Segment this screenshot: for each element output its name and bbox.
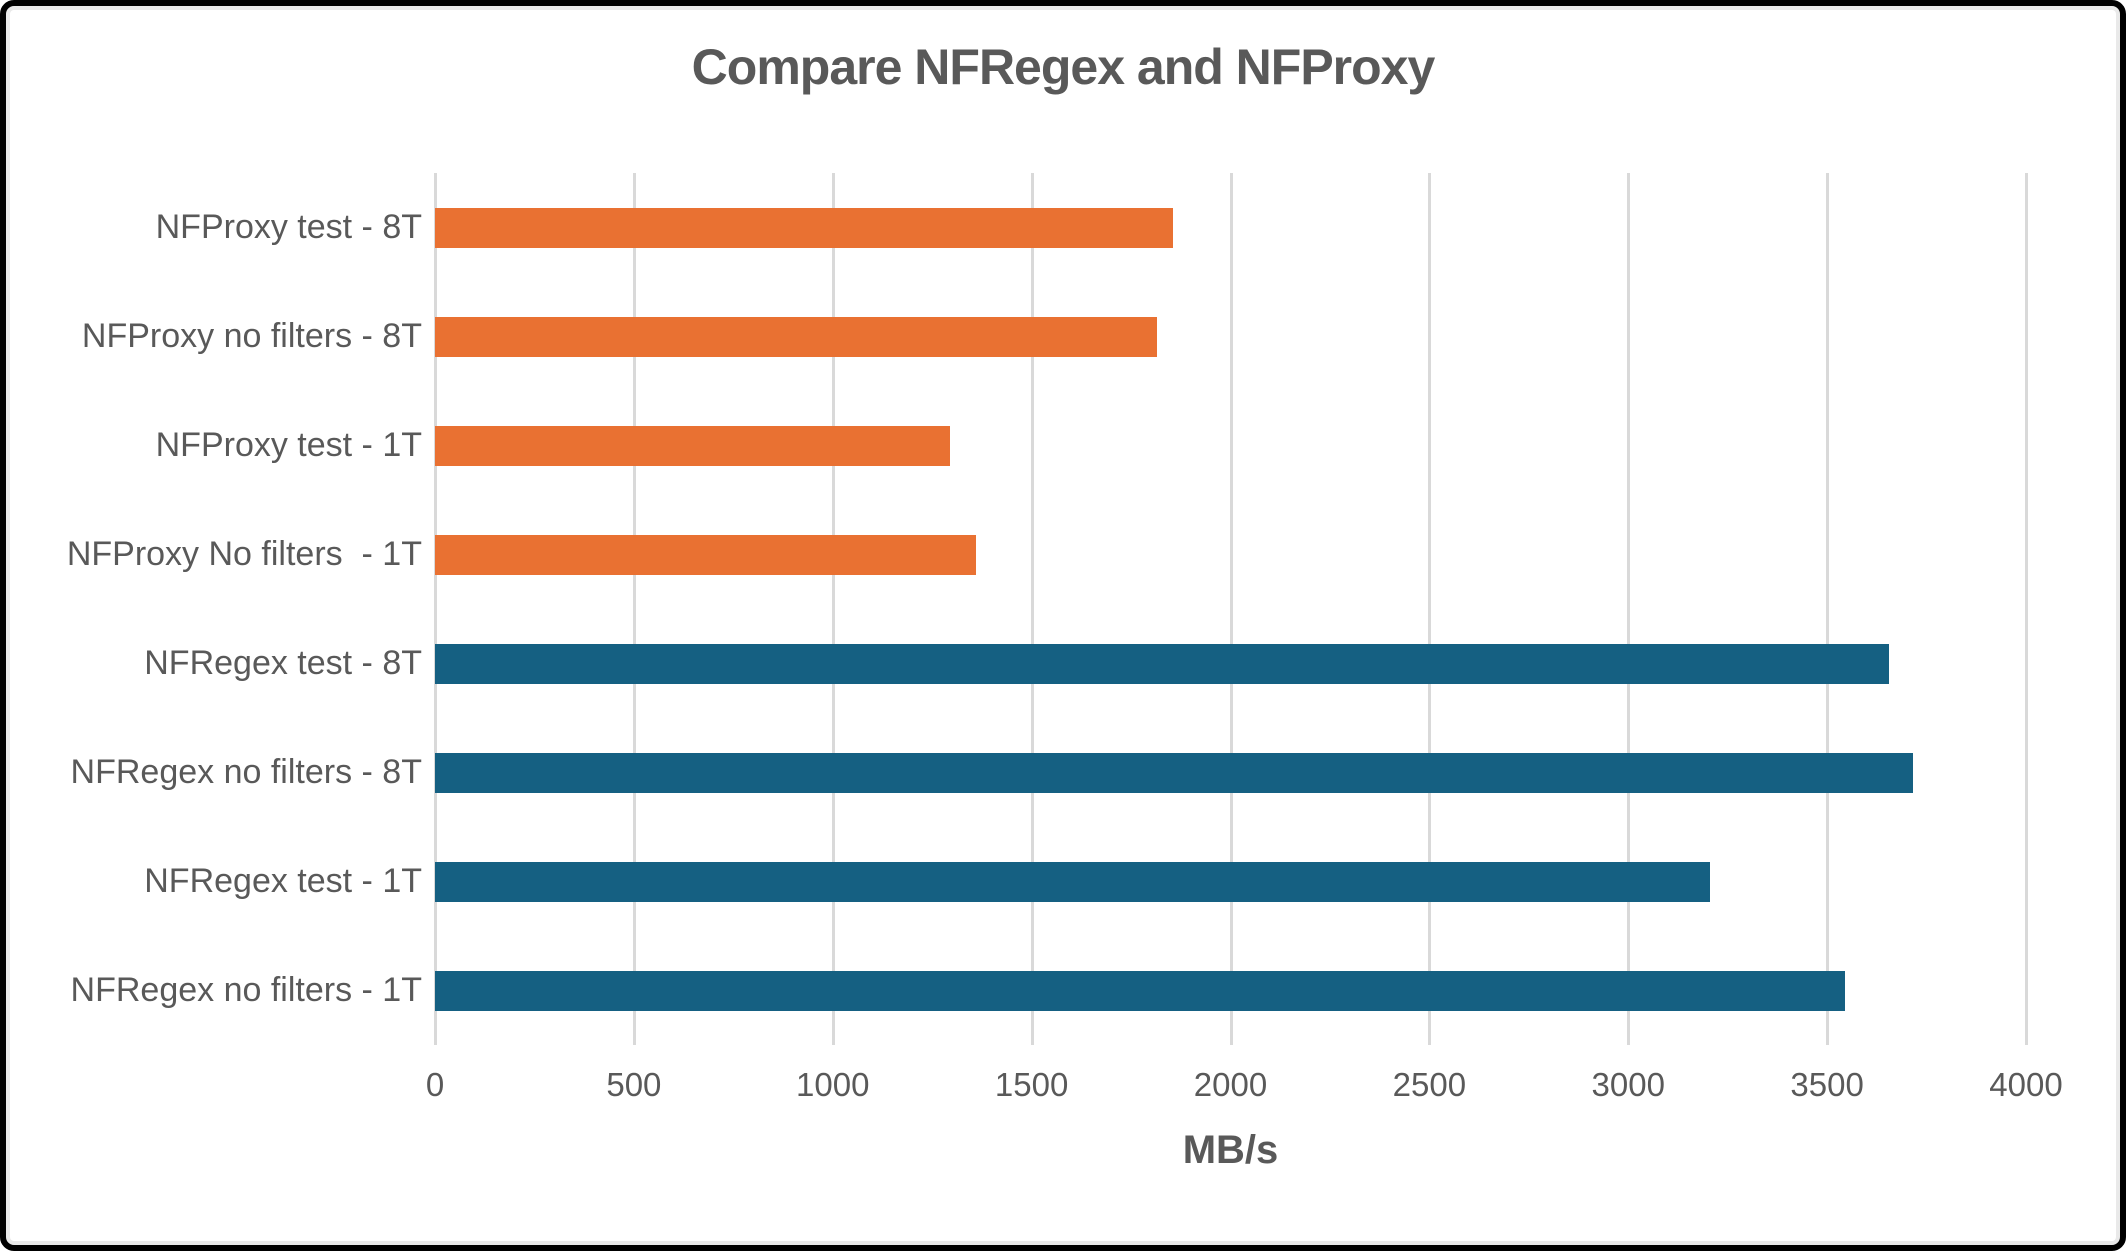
x-axis-title: MB/s: [1182, 1128, 1279, 1172]
bar-row: [435, 609, 2026, 718]
chart-title: Compare NFRegex and NFProxy: [691, 39, 1436, 95]
category-axis: NFProxy test - 8T NFProxy no filters - 8T…: [10, 173, 422, 1045]
x-tick-label-4000: 4000: [1989, 1066, 2063, 1103]
gridline-4000: [2025, 173, 2028, 1045]
plot-area: [434, 173, 2028, 1045]
bar-nfregex-no-filters-1t[interactable]: [435, 970, 1846, 1011]
x-tick-label-1500: 1500: [994, 1066, 1069, 1103]
value-axis: 0 500 1000 1500 2000 2500 3000 3500 4000: [426, 1066, 2063, 1112]
bar-row: [435, 282, 2026, 391]
gridline-1500: [1030, 173, 1034, 1045]
x-tick-label-500: 500: [606, 1066, 662, 1103]
gridline-3000: [1627, 173, 1631, 1045]
gridline-2000: [1229, 173, 1233, 1045]
bar-row: [435, 718, 2026, 827]
category-label: NFProxy test - 8T: [155, 208, 422, 246]
bar-row: [435, 827, 2026, 936]
gridline-1000: [831, 173, 835, 1045]
bar-row: [435, 936, 2026, 1045]
bar-nfproxy-no-filters-8t[interactable]: [435, 316, 1157, 357]
gridline-500: [632, 173, 636, 1045]
category-label: NFRegex test - 8T: [144, 644, 422, 682]
x-tick-label-3500: 3500: [1790, 1066, 1864, 1103]
bar-nfproxy-test-1t[interactable]: [435, 425, 951, 466]
bar-rows: [435, 173, 2026, 1045]
bar-row: [435, 391, 2026, 500]
bar-nfregex-test-8t[interactable]: [435, 643, 1889, 684]
x-tick-label-1000: 1000: [796, 1066, 870, 1103]
category-label: NFProxy No filters - 1T: [66, 535, 422, 573]
category-label: NFProxy no filters - 8T: [81, 317, 422, 355]
gridline-2500: [1428, 173, 1432, 1045]
bar-nfregex-no-filters-8t[interactable]: [435, 752, 1913, 793]
x-tick-label-2000: 2000: [1193, 1066, 1268, 1103]
category-label: NFProxy test - 1T: [155, 426, 422, 464]
category-label: NFRegex no filters - 1T: [70, 971, 422, 1009]
bar-row: [435, 173, 2026, 282]
bar-row: [435, 500, 2026, 609]
x-tick-label-0: 0: [425, 1066, 445, 1103]
bar-nfproxy-no-filters-1t[interactable]: [435, 534, 976, 575]
x-tick-label-2500: 2500: [1392, 1066, 1467, 1103]
bar-nfregex-test-1t[interactable]: [435, 861, 1710, 902]
gridline-0: [434, 173, 437, 1045]
category-label: NFRegex no filters - 8T: [70, 753, 422, 791]
category-label: NFRegex test - 1T: [144, 862, 422, 900]
x-tick-label-3000: 3000: [1591, 1066, 1665, 1103]
gridline-3500: [1826, 173, 1830, 1045]
bar-nfproxy-test-8t[interactable]: [435, 207, 1173, 248]
